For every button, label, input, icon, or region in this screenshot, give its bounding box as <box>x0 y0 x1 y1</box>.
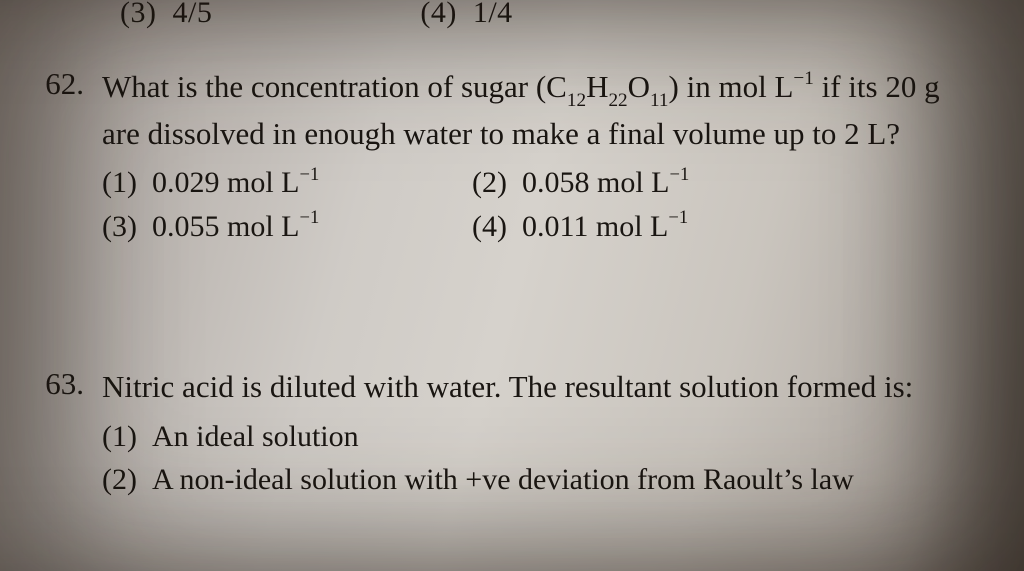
q62-option-4: (4) 0.011 mol L−1 <box>472 205 688 249</box>
question-62-body: What is the concentration of sugar (C12H… <box>102 66 972 248</box>
prev-option-3-label: (3) <box>120 0 156 29</box>
question-63-number: 63. <box>32 366 102 402</box>
q62-stem-part3: O <box>628 69 650 104</box>
q62-option-2-sup: −1 <box>669 164 689 185</box>
q62-option-4-value: 0.011 mol L <box>522 210 668 243</box>
question-63-body: Nitric acid is diluted with water. The r… <box>102 366 972 502</box>
q62-sub-12: 12 <box>567 90 586 111</box>
q62-option-2-label: (2) <box>472 166 507 199</box>
prev-option-4-label: (4) <box>420 0 456 29</box>
q62-sup-neg1: −1 <box>793 68 813 89</box>
q63-options: (1) An ideal solution (2) A non-ideal so… <box>102 415 972 502</box>
q63-option-1: (1) An ideal solution <box>102 415 359 459</box>
q62-stem-part2: H <box>586 69 608 104</box>
q63-stem: Nitric acid is diluted with water. The r… <box>102 369 913 404</box>
q62-stem-part4: ) in mol L <box>669 69 794 104</box>
q62-option-1-label: (1) <box>102 166 137 199</box>
prev-option-3: (3) 4/5 <box>120 0 212 30</box>
q62-option-2-value: 0.058 mol L <box>522 166 670 199</box>
prev-option-4: (4) 1/4 <box>420 0 512 30</box>
q62-option-3-value: 0.055 mol L <box>152 210 300 243</box>
q62-options: (1) 0.029 mol L−1 (2) 0.058 mol L−1 (3) … <box>102 161 972 248</box>
q62-option-2: (2) 0.058 mol L−1 <box>472 161 689 205</box>
q62-stem-part1: What is the concentration of sugar (C <box>102 69 567 104</box>
prev-option-3-value: 4/5 <box>172 0 212 29</box>
q62-option-4-label: (4) <box>472 210 507 243</box>
question-62-number: 62. <box>32 66 102 102</box>
prev-question-options-fragment: (3) 4/5 (4) 1/4 <box>120 0 513 30</box>
q62-option-3-label: (3) <box>102 210 137 243</box>
q62-stem: What is the concentration of sugar (C12H… <box>102 69 940 151</box>
q63-option-2: (2) A non-ideal solution with +ve deviat… <box>102 458 854 502</box>
question-62: 62. What is the concentration of sugar (… <box>32 66 984 248</box>
q62-option-1-value: 0.029 mol L <box>152 166 300 199</box>
q63-option-2-text: A non-ideal solution with +ve deviation … <box>152 463 854 496</box>
q62-option-1-sup: −1 <box>299 164 319 185</box>
q62-option-3: (3) 0.055 mol L−1 <box>102 205 472 249</box>
q63-option-1-label: (1) <box>102 420 137 453</box>
page: (3) 4/5 (4) 1/4 62. What is the concentr… <box>0 0 1024 571</box>
q63-option-1-text: An ideal solution <box>152 420 359 453</box>
q62-sub-11: 11 <box>650 90 669 111</box>
q63-option-2-label: (2) <box>102 463 137 496</box>
q62-option-1: (1) 0.029 mol L−1 <box>102 161 472 205</box>
q62-sub-22: 22 <box>608 90 627 111</box>
prev-option-4-value: 1/4 <box>473 0 513 29</box>
q62-option-3-sup: −1 <box>299 207 319 228</box>
question-63: 63. Nitric acid is diluted with water. T… <box>32 366 984 502</box>
q62-option-4-sup: −1 <box>668 207 688 228</box>
